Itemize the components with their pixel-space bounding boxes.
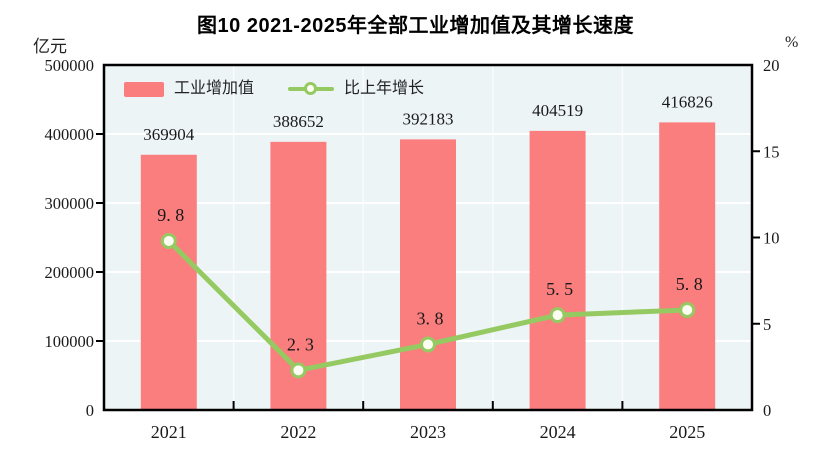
chart-legend: 工业增加值 比上年增长 [124,79,424,99]
chart-title: 图10 2021-2025年全部工业增加值及其增长速度 [197,15,634,37]
line-value-label-2025: 5. 8 [676,274,703,294]
right-axis-label-10: 10 [763,229,780,248]
bar-2021 [140,154,197,410]
legend-bar-label: 工业增加值 [174,80,255,97]
x-axis-label-2024: 2024 [540,422,576,442]
line-value-label-2023: 3. 8 [417,308,444,328]
line-marker-2022 [290,362,307,379]
bar-2025 [659,122,716,410]
right-axis-label-20: 20 [763,56,780,75]
bar-value-label-2022: 388652 [273,112,324,131]
bar-value-label-2025: 416826 [662,92,713,111]
bar-value-label-2024: 404519 [532,101,583,120]
left-axis-label-400000: 400000 [45,125,95,144]
left-axis-label-100000: 100000 [45,332,95,351]
bar-2023 [400,139,456,410]
left-axis-label-200000: 200000 [45,263,95,282]
bar-value-label-2023: 392183 [403,109,454,128]
legend-line-marker-icon [304,82,318,95]
line-value-label-2024: 5. 5 [546,279,573,299]
left-axis-unit: 亿元 [33,37,67,56]
line-marker-2023 [420,336,436,353]
right-axis-unit: % [785,34,799,51]
x-axis-label-2023: 2023 [410,422,446,442]
right-axis-label-15: 15 [763,142,780,161]
line-value-label-2021: 9. 8 [157,205,184,225]
left-axis-label-0: 0 [86,401,94,420]
left-axis-label-500000: 500000 [45,56,95,75]
left-axis-label-300000: 300000 [45,194,95,213]
legend-bar-swatch [124,81,164,97]
line-marker-2024 [549,307,566,324]
bar-2024 [529,130,586,410]
x-axis-label-2025: 2025 [669,422,705,442]
x-axis-label-2021: 2021 [151,422,187,442]
line-marker-2021 [160,232,177,249]
bar-value-label-2021: 369904 [143,125,195,144]
legend-line-label: 比上年增长 [344,80,425,97]
x-axis-label-2022: 2022 [280,422,316,442]
right-axis-label-0: 0 [763,401,771,420]
line-value-label-2022: 2. 3 [287,334,314,354]
right-axis-label-5: 5 [763,315,771,334]
line-marker-2025 [679,301,696,318]
legend-line-icon [288,81,335,97]
